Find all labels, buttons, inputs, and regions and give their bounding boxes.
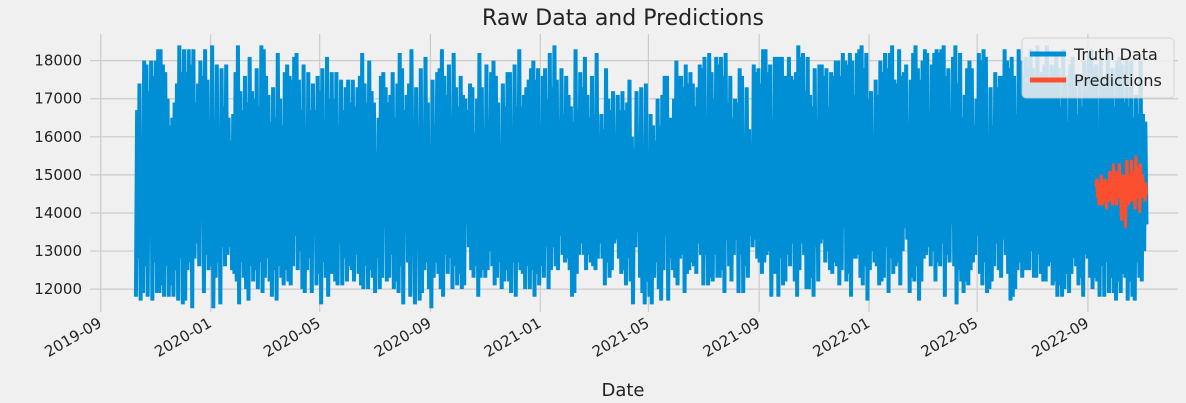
y-tick-label: 17000 xyxy=(34,90,82,108)
legend-label-truth: Truth Data xyxy=(1073,45,1158,64)
y-tick-label: 15000 xyxy=(34,166,82,184)
y-tick-label: 16000 xyxy=(34,128,82,146)
legend-label-predictions: Predictions xyxy=(1074,71,1162,90)
y-tick-label: 13000 xyxy=(34,242,82,260)
y-axis-ticks: 12000 13000 14000 15000 16000 17000 18000 xyxy=(34,52,82,298)
x-axis-label: Date xyxy=(601,380,644,401)
y-tick-label: 18000 xyxy=(34,52,82,70)
series-line-0 xyxy=(133,45,1149,309)
y-tick-label: 12000 xyxy=(34,280,82,298)
series-line-1 xyxy=(1094,155,1149,229)
y-tick-label: 14000 xyxy=(34,204,82,222)
series-layer xyxy=(133,45,1149,309)
chart-title: Raw Data and Predictions xyxy=(482,6,764,31)
legend: Truth Data Predictions xyxy=(1021,37,1175,99)
